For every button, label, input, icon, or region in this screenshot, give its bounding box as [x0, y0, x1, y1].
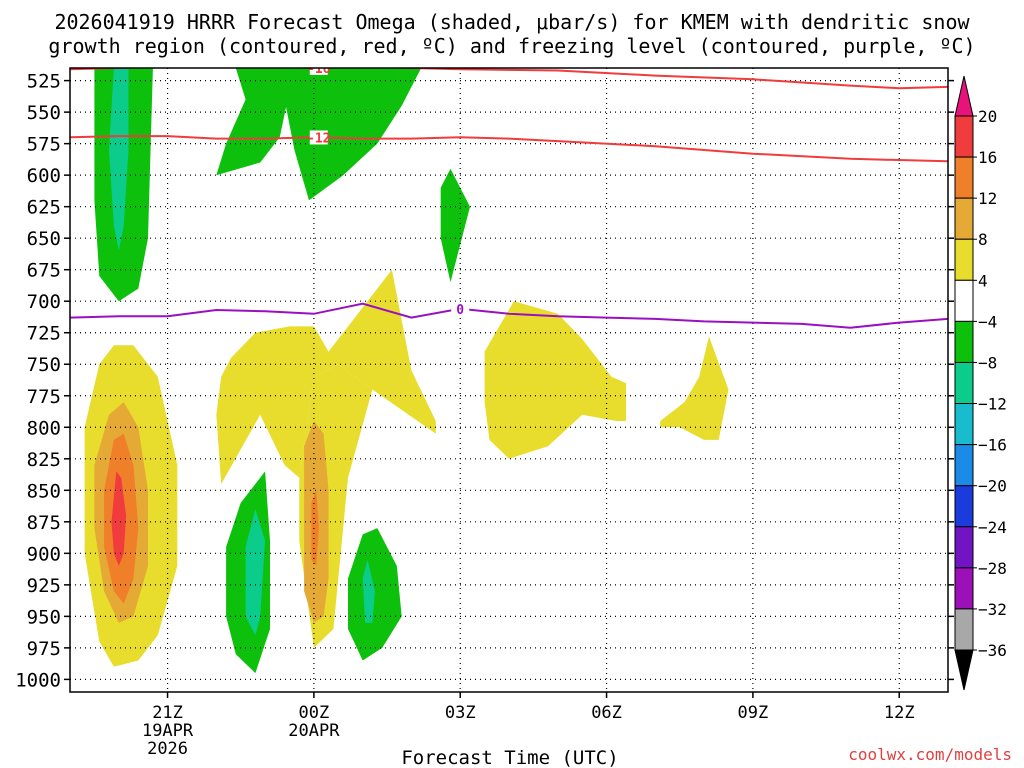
x-tick-label-2: 03Z	[445, 703, 476, 723]
colorbar-label-2: 12	[978, 189, 997, 208]
colorbar-segment-1	[954, 156, 974, 199]
colorbar-segment-7	[954, 403, 974, 446]
credit-text: coolwx.com/models	[848, 745, 1012, 764]
colorbar-segment-12	[954, 608, 974, 651]
colorbar-label-7: −12	[978, 395, 1007, 414]
y-tick-label-9: 750	[27, 354, 61, 376]
plot-area: -16 -12 0 525 550 575 600 625 650 675 700 725 750 775…	[15, 62, 954, 759]
contour-label-1: -12	[307, 131, 330, 146]
omega-region-18	[362, 559, 375, 623]
colorbar-label-11: −28	[978, 559, 1007, 578]
omega-region-17	[348, 528, 402, 661]
y-tick-label-10: 775	[27, 386, 61, 408]
contour-label-0: -16	[307, 62, 331, 77]
colorbar-segment-11	[954, 567, 974, 610]
y-tick-label-7: 700	[27, 291, 61, 313]
contour-line-0	[70, 68, 948, 90]
y-tick-label-2: 575	[27, 134, 61, 156]
x-tick-label-1: 00Z	[299, 703, 330, 723]
colorbar-label-3: 8	[978, 230, 988, 249]
colorbar-bottom-arrow	[954, 649, 974, 691]
omega-region-2	[216, 68, 295, 176]
contour-line-2	[70, 302, 948, 329]
y-tick-label-19: 1000	[15, 669, 61, 691]
y-tick-label-13: 850	[27, 480, 61, 502]
y-tick-label-18: 975	[27, 638, 61, 660]
colorbar-label-4: 4	[978, 271, 988, 290]
y-tick-label-1: 550	[27, 102, 61, 124]
omega-region-10	[111, 471, 127, 566]
y-tick-label-3: 600	[27, 165, 61, 187]
contour-label-bg-0	[309, 68, 328, 75]
y-tick-label-14: 875	[27, 512, 61, 534]
y-tick-label-12: 825	[27, 449, 61, 471]
y-tick-label-16: 925	[27, 575, 61, 597]
x-tick-label-3: 06Z	[591, 703, 622, 723]
colorbar-segment-2	[954, 197, 974, 240]
omega-region-14	[660, 336, 729, 440]
omega-region-5	[216, 269, 436, 484]
omega-region-13	[484, 301, 627, 459]
colorbar-label-1: 16	[978, 148, 997, 167]
x-axis-label: Forecast Time (UTC)	[401, 747, 618, 768]
omega-region-3	[284, 68, 422, 201]
omega-region-16	[245, 509, 266, 636]
x-tick-date-0: 19APR	[142, 721, 194, 741]
colorbar-label-6: −8	[978, 353, 997, 372]
contour-label-bg-1	[309, 130, 328, 145]
colorbar-segment-0	[954, 115, 974, 158]
colorbar-segment-10	[954, 526, 974, 569]
omega-region-4	[440, 168, 470, 283]
chart-title: 2026041919 HRRR Forecast Omega (shaded, …	[54, 10, 970, 34]
colorbar-label-12: −32	[978, 600, 1007, 619]
colorbar-label-10: −24	[978, 518, 1007, 537]
colorbar-label-13: −36	[978, 641, 1007, 660]
contour-label-2: 0	[456, 303, 464, 318]
plot-inner: -16 -12 0	[70, 62, 948, 692]
colorbar-segment-8	[954, 444, 974, 487]
y-tick-label-4: 625	[27, 197, 61, 219]
colorbar-label-8: −16	[978, 436, 1007, 455]
x-tick-label-0: 21Z	[152, 703, 183, 723]
colorbar-label-0: 20	[978, 107, 997, 126]
colorbar-segment-9	[954, 485, 974, 528]
x-tick-year-0: 2026	[147, 739, 188, 759]
colorbar-segment-4	[954, 279, 974, 322]
colorbar-segment-5	[954, 320, 974, 363]
omega-region-1	[109, 68, 129, 251]
omega-region-12	[311, 490, 319, 566]
y-tick-label-0: 525	[27, 71, 61, 93]
contour-line-1	[70, 135, 948, 163]
contour-label-bg-2	[451, 301, 470, 316]
y-tick-label-17: 950	[27, 606, 61, 628]
y-tick-label-11: 800	[27, 417, 61, 439]
colorbar: 20 16 12 8 4 −4 −8 −12 −16 −20 −24 −28 −32 −36	[954, 75, 1007, 691]
colorbar-label-9: −20	[978, 477, 1007, 496]
colorbar-segment-3	[954, 238, 974, 281]
x-tick-label-5: 12Z	[884, 703, 915, 723]
x-tick-label-4: 09Z	[738, 703, 769, 723]
y-tick-label-6: 675	[27, 260, 61, 282]
y-tick-label-8: 725	[27, 323, 61, 345]
y-tick-label-5: 650	[27, 228, 61, 250]
plot-frame	[69, 67, 949, 693]
colorbar-label-5: −4	[978, 312, 997, 331]
y-tick-label-15: 900	[27, 543, 61, 565]
colorbar-segment-6	[954, 361, 974, 405]
chart-subtitle: growth region (contoured, red, ºC) and f…	[48, 34, 975, 58]
x-tick-date-1: 20APR	[288, 721, 340, 741]
